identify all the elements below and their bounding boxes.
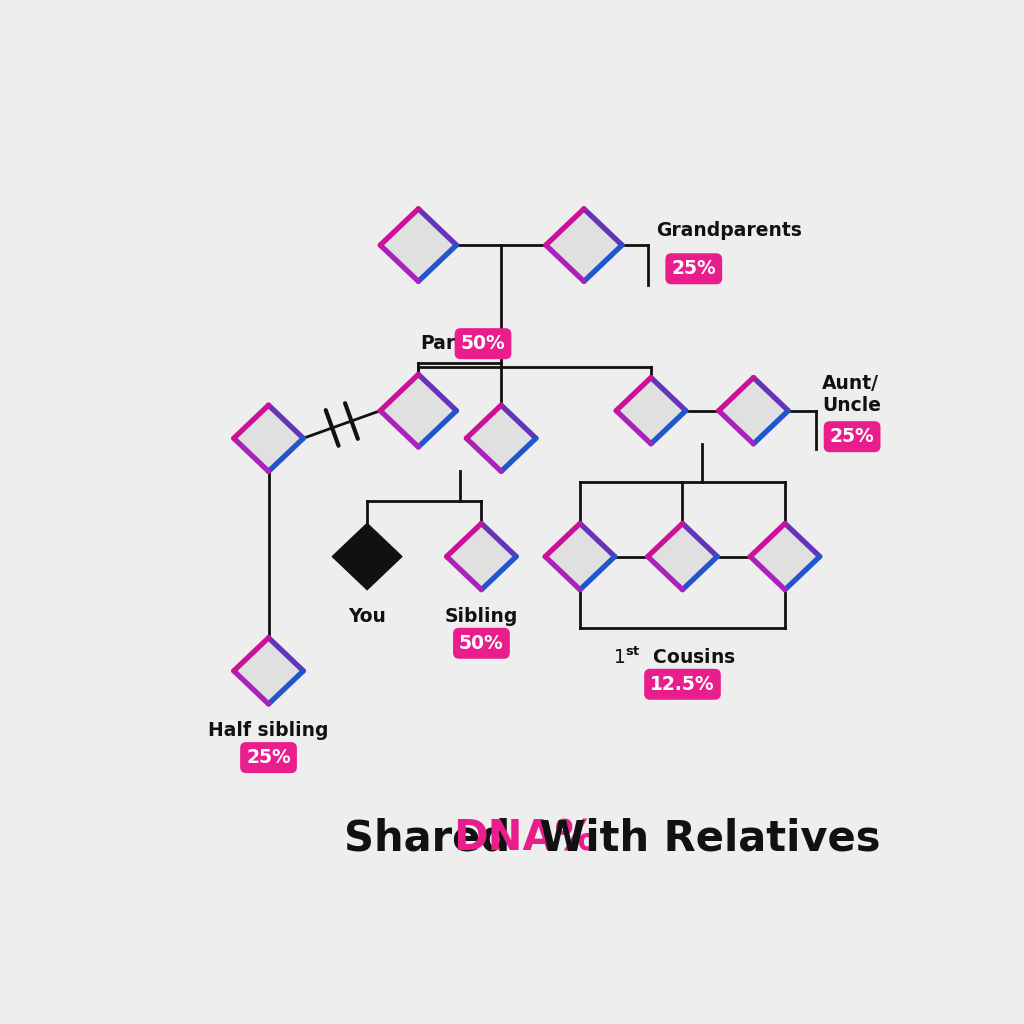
Polygon shape <box>233 406 303 471</box>
Polygon shape <box>545 523 614 590</box>
Text: 25%: 25% <box>829 427 874 446</box>
Polygon shape <box>466 406 536 471</box>
Polygon shape <box>233 638 303 703</box>
Polygon shape <box>333 523 401 590</box>
Polygon shape <box>380 375 457 446</box>
Polygon shape <box>546 209 622 282</box>
Text: 50%: 50% <box>459 634 504 652</box>
Polygon shape <box>719 378 788 443</box>
Polygon shape <box>616 378 686 443</box>
Text: 50%: 50% <box>461 334 506 353</box>
Text: 25%: 25% <box>246 749 291 767</box>
Text: Aunt/
Uncle: Aunt/ Uncle <box>822 375 881 416</box>
Text: Grandparents: Grandparents <box>656 221 802 241</box>
Polygon shape <box>751 523 820 590</box>
Text: DNA%: DNA% <box>453 817 597 859</box>
Polygon shape <box>380 209 457 282</box>
Text: $1^{\mathregular{st}}$  Cousins: $1^{\mathregular{st}}$ Cousins <box>613 646 736 668</box>
Text: With Relatives: With Relatives <box>524 817 881 859</box>
Text: 25%: 25% <box>672 259 716 279</box>
Text: Half sibling: Half sibling <box>208 721 329 740</box>
Text: Parents: Parents <box>420 334 502 353</box>
Text: Shared DNA% With Relatives: Shared DNA% With Relatives <box>185 817 864 859</box>
Polygon shape <box>648 523 717 590</box>
Text: 12.5%: 12.5% <box>650 675 715 694</box>
Text: Sibling: Sibling <box>444 607 518 626</box>
Polygon shape <box>446 523 516 590</box>
Text: You: You <box>348 607 386 626</box>
Text: Shared: Shared <box>344 817 524 859</box>
